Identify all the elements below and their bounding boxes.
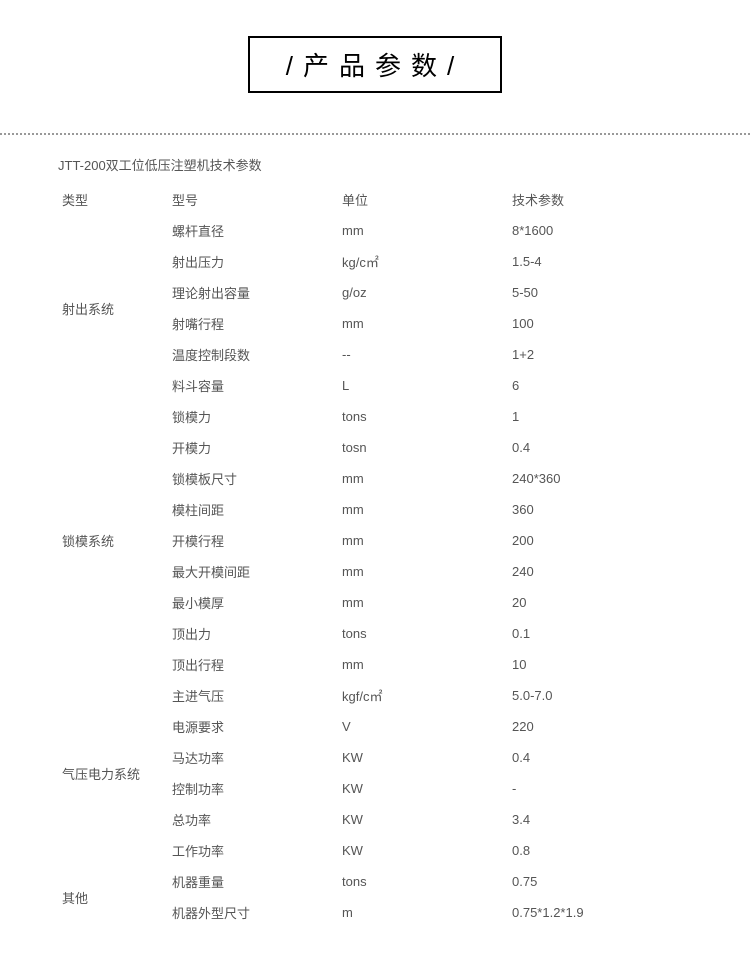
- param-value-cell: -: [508, 773, 692, 804]
- param-value-cell: 1+2: [508, 339, 692, 370]
- page-title: /产品参数/: [248, 36, 502, 93]
- param-name-cell: 顶出行程: [168, 649, 338, 680]
- param-unit-cell: tons: [338, 866, 508, 897]
- col-header-unit: 单位: [338, 184, 508, 215]
- param-name-cell: 工作功率: [168, 835, 338, 866]
- param-unit-cell: tosn: [338, 432, 508, 463]
- param-name-cell: 螺杆直径: [168, 215, 338, 246]
- category-cell: 气压电力系统: [58, 680, 168, 866]
- param-unit-cell: mm: [338, 494, 508, 525]
- param-name-cell: 料斗容量: [168, 370, 338, 401]
- param-value-cell: 0.75: [508, 866, 692, 897]
- param-value-cell: 6: [508, 370, 692, 401]
- param-name-cell: 锁模板尺寸: [168, 463, 338, 494]
- param-unit-cell: mm: [338, 649, 508, 680]
- param-name-cell: 模柱间距: [168, 494, 338, 525]
- param-value-cell: 360: [508, 494, 692, 525]
- param-value-cell: 1: [508, 401, 692, 432]
- param-unit-cell: m: [338, 897, 508, 928]
- col-header-value: 技术参数: [508, 184, 692, 215]
- param-value-cell: 1.5-4: [508, 246, 692, 277]
- table-header-row: 类型 型号 单位 技术参数: [58, 184, 692, 215]
- param-unit-cell: KW: [338, 742, 508, 773]
- header: /产品参数/: [0, 0, 750, 115]
- param-unit-cell: g/oz: [338, 277, 508, 308]
- param-value-cell: 0.8: [508, 835, 692, 866]
- param-unit-cell: mm: [338, 556, 508, 587]
- param-name-cell: 射嘴行程: [168, 308, 338, 339]
- spec-table: 类型 型号 单位 技术参数 射出系统螺杆直径mm8*1600射出压力kg/c㎡1…: [58, 184, 692, 928]
- param-value-cell: 20: [508, 587, 692, 618]
- param-unit-cell: L: [338, 370, 508, 401]
- param-value-cell: 10: [508, 649, 692, 680]
- param-name-cell: 总功率: [168, 804, 338, 835]
- param-unit-cell: KW: [338, 804, 508, 835]
- param-value-cell: 100: [508, 308, 692, 339]
- param-unit-cell: kgf/c㎡: [338, 680, 508, 711]
- param-name-cell: 最小模厚: [168, 587, 338, 618]
- category-cell: 其他: [58, 866, 168, 928]
- param-unit-cell: mm: [338, 215, 508, 246]
- param-name-cell: 马达功率: [168, 742, 338, 773]
- table-row: 锁模系统锁模力tons1: [58, 401, 692, 432]
- param-unit-cell: mm: [338, 587, 508, 618]
- col-header-model: 型号: [168, 184, 338, 215]
- param-value-cell: 5-50: [508, 277, 692, 308]
- param-name-cell: 控制功率: [168, 773, 338, 804]
- param-name-cell: 电源要求: [168, 711, 338, 742]
- param-unit-cell: mm: [338, 463, 508, 494]
- param-name-cell: 机器外型尺寸: [168, 897, 338, 928]
- param-value-cell: 240: [508, 556, 692, 587]
- param-name-cell: 理论射出容量: [168, 277, 338, 308]
- param-name-cell: 开模力: [168, 432, 338, 463]
- table-row: 其他机器重量tons0.75: [58, 866, 692, 897]
- param-unit-cell: V: [338, 711, 508, 742]
- param-value-cell: 8*1600: [508, 215, 692, 246]
- param-unit-cell: tons: [338, 401, 508, 432]
- param-name-cell: 锁模力: [168, 401, 338, 432]
- param-value-cell: 0.4: [508, 742, 692, 773]
- param-value-cell: 0.1: [508, 618, 692, 649]
- param-unit-cell: mm: [338, 308, 508, 339]
- param-value-cell: 240*360: [508, 463, 692, 494]
- param-value-cell: 5.0-7.0: [508, 680, 692, 711]
- table-row: 气压电力系统主进气压kgf/c㎡5.0-7.0: [58, 680, 692, 711]
- param-name-cell: 开模行程: [168, 525, 338, 556]
- category-cell: 射出系统: [58, 215, 168, 401]
- param-value-cell: 0.75*1.2*1.9: [508, 897, 692, 928]
- param-unit-cell: --: [338, 339, 508, 370]
- param-value-cell: 220: [508, 711, 692, 742]
- table-row: 射出系统螺杆直径mm8*1600: [58, 215, 692, 246]
- param-unit-cell: tons: [338, 618, 508, 649]
- param-name-cell: 机器重量: [168, 866, 338, 897]
- param-value-cell: 3.4: [508, 804, 692, 835]
- param-value-cell: 200: [508, 525, 692, 556]
- param-name-cell: 顶出力: [168, 618, 338, 649]
- param-name-cell: 射出压力: [168, 246, 338, 277]
- param-name-cell: 温度控制段数: [168, 339, 338, 370]
- category-cell: 锁模系统: [58, 401, 168, 680]
- param-name-cell: 最大开模间距: [168, 556, 338, 587]
- content-area: JTT-200双工位低压注塑机技术参数 类型 型号 单位 技术参数 射出系统螺杆…: [0, 155, 750, 958]
- col-header-type: 类型: [58, 184, 168, 215]
- param-unit-cell: KW: [338, 835, 508, 866]
- param-name-cell: 主进气压: [168, 680, 338, 711]
- param-unit-cell: KW: [338, 773, 508, 804]
- param-unit-cell: mm: [338, 525, 508, 556]
- param-value-cell: 0.4: [508, 432, 692, 463]
- divider-dotted: [0, 133, 750, 135]
- param-unit-cell: kg/c㎡: [338, 246, 508, 277]
- table-title: JTT-200双工位低压注塑机技术参数: [58, 155, 692, 174]
